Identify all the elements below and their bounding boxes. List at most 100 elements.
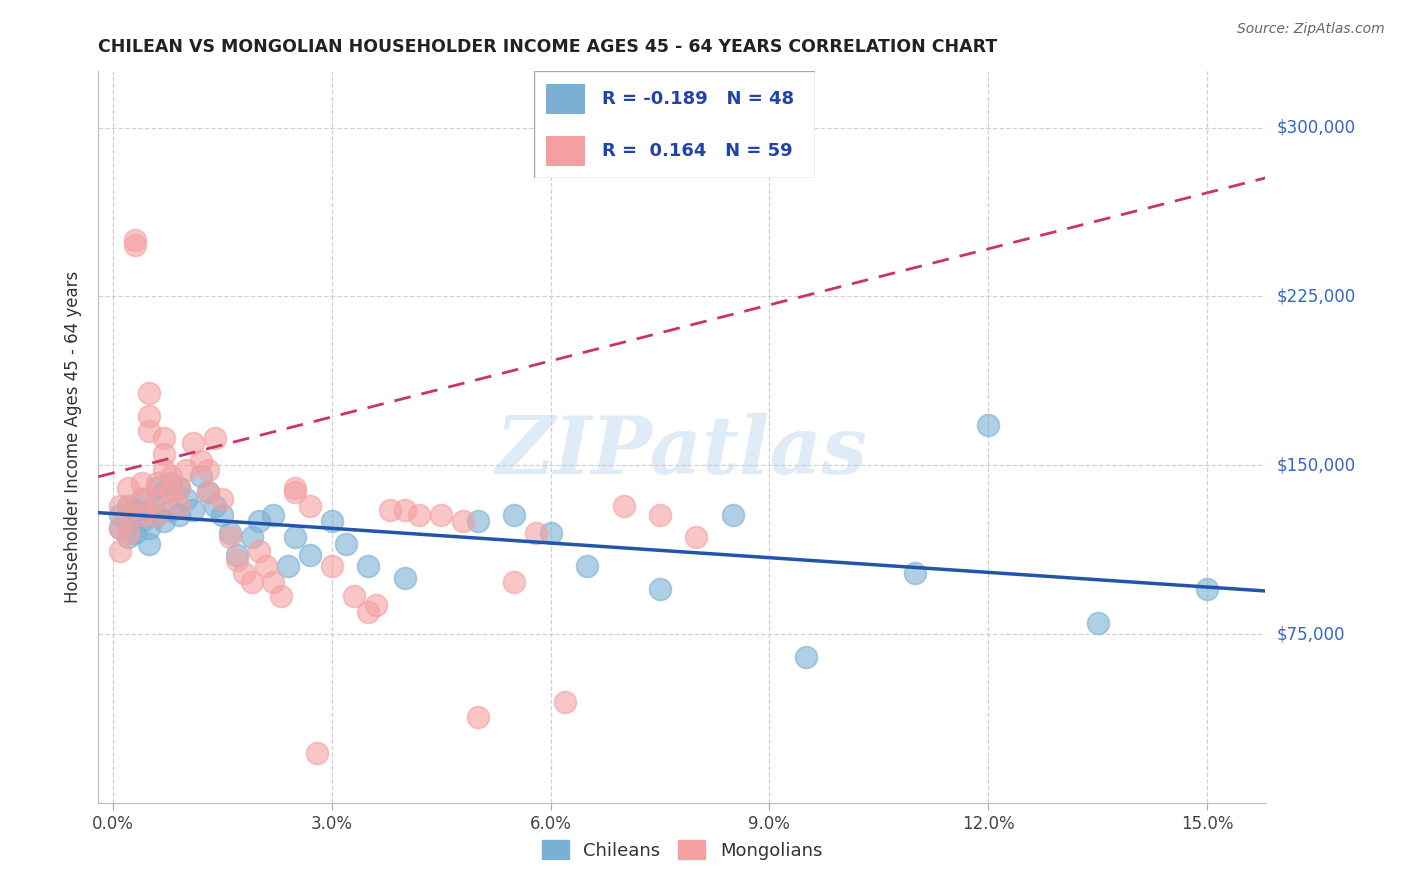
Point (270, 589, 292, 603)
Point (343, 589, 366, 603)
Point (204, 431, 226, 445)
Y-axis label: Householder Income Ages 45 - 64 years: Householder Income Ages 45 - 64 years (65, 271, 83, 603)
Point (117, 530, 139, 544)
Point (153, 485, 176, 500)
Point (131, 508, 153, 522)
Point (138, 503, 160, 517)
Point (131, 491, 153, 506)
Point (467, 515, 489, 529)
Point (685, 530, 707, 544)
Point (167, 499, 190, 513)
Point (153, 447, 176, 461)
Point (394, 571, 416, 585)
Text: Source: ZipAtlas.com: Source: ZipAtlas.com (1237, 22, 1385, 37)
Point (146, 481, 169, 495)
Point (197, 463, 219, 477)
Point (153, 515, 176, 529)
Point (430, 508, 453, 522)
Point (131, 491, 153, 506)
Point (247, 543, 270, 558)
Point (190, 469, 212, 483)
Point (977, 417, 1000, 432)
Point (380, 503, 402, 517)
Point (138, 521, 160, 535)
Point (298, 499, 321, 513)
Point (190, 453, 212, 467)
Point (503, 575, 526, 590)
Text: ZIPatlas: ZIPatlas (496, 413, 868, 491)
Point (174, 463, 197, 477)
Point (240, 575, 263, 590)
Point (124, 525, 146, 540)
Point (211, 508, 233, 522)
Point (218, 530, 240, 544)
Point (110, 543, 132, 558)
Point (146, 491, 169, 506)
Point (247, 515, 270, 529)
Point (138, 386, 160, 401)
Point (1197, 582, 1219, 596)
Point (503, 508, 526, 522)
Text: $300,000: $300,000 (1277, 119, 1355, 136)
Point (131, 476, 153, 491)
Point (160, 485, 183, 500)
Point (226, 553, 249, 567)
Point (262, 575, 284, 590)
Point (408, 508, 430, 522)
Point (335, 537, 357, 551)
Point (124, 237, 146, 252)
Point (110, 521, 132, 535)
Point (904, 566, 927, 581)
Point (167, 481, 190, 495)
Point (181, 503, 204, 517)
Point (117, 481, 139, 495)
Point (262, 508, 284, 522)
Point (648, 508, 671, 522)
Point (307, 746, 329, 760)
Point (451, 515, 474, 529)
Point (524, 525, 547, 540)
Point (794, 649, 817, 664)
Point (110, 499, 132, 513)
Point (277, 559, 299, 574)
Point (160, 476, 183, 491)
Point (721, 508, 744, 522)
Bar (546, 84, 585, 114)
Point (467, 710, 489, 724)
Point (174, 491, 197, 506)
Point (218, 525, 240, 540)
Point (357, 559, 380, 574)
Text: CHILEAN VS MONGOLIAN HOUSEHOLDER INCOME AGES 45 - 64 YEARS CORRELATION CHART: CHILEAN VS MONGOLIAN HOUSEHOLDER INCOME … (98, 38, 998, 56)
Point (167, 481, 190, 495)
Point (138, 409, 160, 423)
Point (357, 605, 380, 619)
Text: $150,000: $150,000 (1277, 456, 1355, 475)
Point (138, 537, 160, 551)
Point (576, 559, 599, 574)
Point (124, 503, 146, 517)
Point (284, 481, 307, 495)
Point (117, 503, 139, 517)
Point (153, 431, 176, 445)
Point (204, 499, 226, 513)
Point (554, 694, 576, 708)
Point (233, 566, 256, 581)
Bar (546, 136, 585, 166)
Point (254, 559, 277, 574)
Point (648, 582, 671, 596)
Text: R = -0.189   N = 48: R = -0.189 N = 48 (602, 90, 794, 108)
Point (226, 548, 249, 562)
Point (110, 508, 132, 522)
Point (146, 476, 169, 491)
Point (197, 485, 219, 500)
Point (394, 503, 416, 517)
Point (124, 233, 146, 247)
Point (153, 463, 176, 477)
Point (146, 508, 169, 522)
Point (211, 491, 233, 506)
Point (284, 485, 307, 500)
Point (197, 485, 219, 500)
Point (364, 598, 387, 612)
Point (131, 515, 153, 529)
Point (613, 499, 636, 513)
